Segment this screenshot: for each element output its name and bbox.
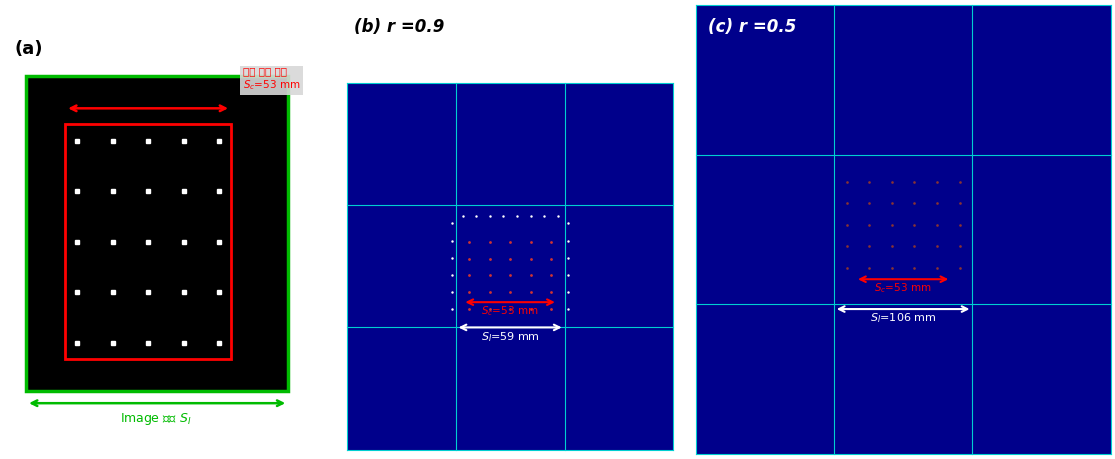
Text: 절단 영역 크기
$S_c$=53 mm: 절단 영역 크기 $S_c$=53 mm bbox=[243, 67, 300, 92]
Bar bbox=[972, 5, 1111, 155]
Bar bbox=[27, 76, 288, 391]
Bar bbox=[834, 5, 972, 155]
Text: $S_I$=59 mm: $S_I$=59 mm bbox=[481, 330, 540, 343]
Text: $S_c$=53 mm: $S_c$=53 mm bbox=[874, 281, 932, 295]
Text: (c) r =0.5: (c) r =0.5 bbox=[708, 18, 796, 36]
Bar bbox=[347, 83, 456, 205]
Text: (a): (a) bbox=[14, 39, 42, 58]
Text: Image 크기 $S_I$: Image 크기 $S_I$ bbox=[120, 411, 192, 427]
Bar bbox=[834, 155, 972, 304]
Bar bbox=[564, 205, 673, 327]
Bar bbox=[972, 304, 1111, 454]
Bar bbox=[456, 83, 564, 205]
Bar bbox=[696, 304, 834, 454]
Bar bbox=[66, 124, 231, 359]
Bar bbox=[564, 327, 673, 450]
Bar bbox=[456, 327, 564, 450]
Bar bbox=[696, 155, 834, 304]
Bar bbox=[456, 205, 564, 327]
Bar bbox=[972, 155, 1111, 304]
Bar bbox=[564, 83, 673, 205]
Bar bbox=[696, 5, 834, 155]
Bar bbox=[347, 205, 456, 327]
Bar bbox=[347, 327, 456, 450]
Text: $S_I$=106 mm: $S_I$=106 mm bbox=[870, 311, 937, 325]
Text: $S_c$=53 mm: $S_c$=53 mm bbox=[482, 304, 539, 318]
Text: (b) r =0.9: (b) r =0.9 bbox=[353, 18, 444, 36]
Bar bbox=[834, 304, 972, 454]
